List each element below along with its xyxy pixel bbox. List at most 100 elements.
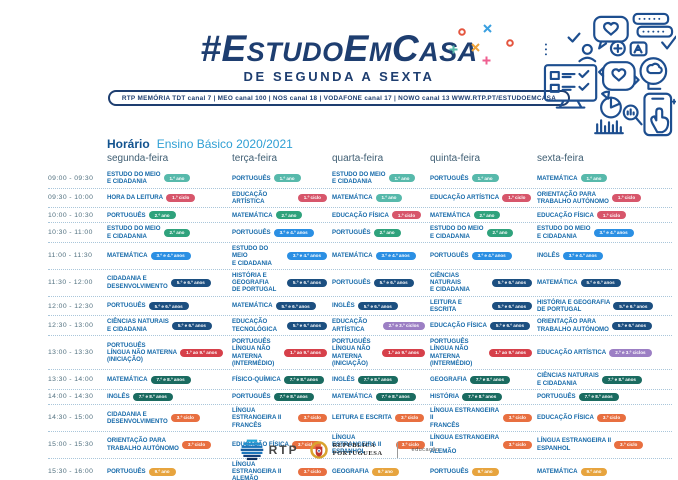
dotted-bars-icon [632,12,674,38]
grade-level-badge: 5.º e 6.º anos [580,278,621,287]
schedule-body: 09:00 - 09:30 ESTUDO DO MEIO E CIDADANIA 1… [48,169,672,480]
schedule-row: 10:30 - 11:00 ESTUDO DO MEIO E CIDADANIA 2… [48,223,672,243]
grade-level-badge: 2.º ano [486,228,514,237]
grade-level-badge: 7.º e 8.º anos [462,392,503,401]
subject-name: MATEMÁTICA [332,393,373,401]
grade-level-badge: 2.º ano [373,228,401,237]
schedule-table: segunda-feira terça-feira quarta-feira quin… [48,153,672,480]
grade-level-badge: 3.º ciclo [291,440,322,449]
grade-level-badge: 2.º e 3.º ciclos [609,348,652,357]
schedule-row: 11:00 - 11:30 MATEMÁTICA 3.º e 4.º anos EST… [48,243,672,270]
subject-cell: MATEMÁTICA 5.º e 6.º anos [537,278,672,287]
subject-name: PORTUGUÊS [107,302,146,310]
grade-level-badge: 2.º ano [148,211,176,220]
time-slot: 10:30 - 11:00 [48,229,93,237]
grade-level-badge: 3.º ciclo [181,440,212,449]
grade-level-badge: 1.º ciclo [596,211,627,220]
subject-name: ESTUDO DO MEIO E CIDADANIA [537,225,591,240]
double-check-icon [661,35,676,50]
grade-level-badge: 3.º ciclo [297,413,327,422]
subject-cell: EDUCAÇÃO FÍSICA 1.º ciclo [332,211,430,220]
schedule-row: 09:30 - 10:00 HORA DA LEITURA 1.º ciclo EDU… [48,189,672,209]
subject-name: PORTUGUÊS [430,252,469,260]
subject-cell: FÍSICO-QUÍMICA 7.º e 8.º anos [232,375,332,384]
grade-level-badge: 2.º ano [275,211,303,220]
day-header: segunda-feira [107,153,169,164]
subject-name: MATEMÁTICA [430,211,471,219]
magnifier-icon [622,104,643,126]
grade-level-badge: 5.º e 6.º anos [489,321,531,330]
subject-name: HISTÓRIA E GEOGRAFIA DE PORTUGAL [232,271,277,294]
logo-segment: ASA [419,37,478,67]
subject-cell: PORTUGUÊS 3.º e 4.º anos [232,228,332,237]
grade-level-badge: 7.º e 8.º anos [375,392,416,401]
subject-name: EDUCAÇÃO FÍSICA [537,414,594,422]
grade-level-badge: 5.º e 6.º anos [275,302,316,311]
grade-level-badge: 5.º e 6.º anos [491,302,532,311]
subject-name: LEITURA E ESCRITA [430,298,462,314]
subject-cell: PORTUGUÊS 3.º e 4.º anos [430,251,537,260]
time-slot: 11:00 - 11:30 [48,252,93,260]
subject-name: MATEMÁTICA [107,375,148,383]
subject-cell: CIÊNCIAS NATURAIS E CIDADANIA 5.º e 6.º a… [107,318,232,333]
grade-level-badge: 1.º ao 9.º anos [284,348,327,357]
subject-cell: MATEMÁTICA 2.º ano [232,211,332,220]
subject-cell: EDUCAÇÃO ARTÍSTICA 2.º e 3.º ciclos [332,318,430,333]
schedule-row: 13:00 - 13:30 PORTUGUÊS LÍNGUA NÃO MATERN… [48,336,672,371]
subject-cell: EDUCAÇÃO FÍSICA 3.º ciclo [537,413,672,422]
letter-bubble-icon [629,41,648,57]
subject-name: PORTUGUÊS [232,174,271,182]
subject-name: LÍNGUA ESTRANGEIRA II FRANCÊS [430,406,499,429]
grade-level-badge: 7.º e 8.º anos [150,375,191,384]
grade-level-badge: 9.º ano [471,467,499,476]
subject-name: PORTUGUÊS LÍNGUA NÃO MATERNA (INICIAÇÃO) [332,338,371,367]
grade-level-badge: 3.º e 4.º anos [471,251,512,260]
subject-cell: PORTUGUÊS LÍNGUA NÃO MATERNA (INTERMÉDIO… [430,338,537,367]
subject-cell: ESTUDO DO MEIO E CIDADANIA 1.º ano [332,171,430,186]
grade-level-badge: 9.º ano [148,467,176,476]
subject-name: HISTÓRIA E GEOGRAFIA DE PORTUGAL [537,298,611,314]
day-header-row: segunda-feira terça-feira quarta-feira quin… [48,153,672,169]
confetti-x-icon [471,43,480,52]
grade-level-badge: 3.º e 4.º anos [150,251,191,260]
grade-level-badge: 3.º ciclo [395,440,425,449]
subject-name: CIÊNCIAS NATURAIS E CIDADANIA [430,271,470,294]
subject-cell: INGLÊS 7.º e 8.º anos [332,375,430,384]
subject-name: GEOGRAFIA [332,468,369,476]
header: #ESTUDOEMCASA DE SEGUNDA A SEXTA RTP MEM… [0,30,678,106]
subject-cell: EDUCAÇÃO ARTÍSTICA 2.º e 3.º ciclos [537,348,672,357]
subject-cell: PORTUGUÊS LÍNGUA NÃO MATERNA (INICIAÇÃO)… [332,338,430,367]
subject-name: HORA DA LEITURA [107,194,164,202]
grade-level-badge: 5.º e 6.º anos [373,278,414,287]
time-slot: 12:00 - 12:30 [48,302,94,310]
republica-portuguesa-logo: REPÚBLICA PORTUGUESA [309,440,383,460]
day-header: quarta-feira [332,153,384,164]
subject-cell: ORIENTAÇÃO PARA TRABALHO AUTÓNOMO 5.º e 6… [537,318,672,333]
grade-level-badge: 7.º e 8.º anos [273,392,314,401]
schedule-row: 11:30 - 12:00 CIDADANIA E DESENVOLVIMENTO… [48,270,672,297]
subject-name: ESTUDO DO MEIO E CIDADANIA [107,225,161,240]
time-slot: 09:00 - 09:30 [48,174,94,182]
grade-level-badge: 5.º e 6.º anos [491,278,532,287]
subject-name: LÍNGUA ESTRANGEIRA II ALEMÃO [430,433,499,456]
subject-cell: ESTUDO DO MEIO E CIDADANIA 2.º ano [107,225,232,240]
subject-cell: HISTÓRIA E GEOGRAFIA DE PORTUGAL 5.º e 6.… [537,299,672,314]
subject-cell: CIDADANIA E DESENVOLVIMENTO 5.º e 6.º ano… [107,275,232,290]
schedule-row: 14:00 - 14:30 INGLÊS 7.º e 8.º anos PORTUGU… [48,390,672,405]
subject-cell: PORTUGUÊS 7.º e 8.º anos [537,392,672,401]
confetti-plus-icon [482,56,491,65]
schedule-row: 15:30 - 16:00 PORTUGUÊS 9.º ano LÍNGUA ESTR… [48,459,672,480]
confetti-ring-icon [506,39,514,47]
grade-level-badge: 5.º e 6.º anos [613,302,654,311]
subject-name: MATEMÁTICA [232,302,273,310]
grade-level-badge: 1.º ciclo [502,193,532,202]
subject-name: ORIENTAÇÃO PARA TRABALHO AUTÓNOMO [537,318,609,333]
grade-level-badge: 1.º ao 9.º anos [180,348,224,357]
subject-cell: PORTUGUÊS 2.º ano [107,211,232,220]
subject-name: PORTUGUÊS [107,468,146,476]
subject-cell: EDUCAÇÃO TECNOLÓGICA 5.º e 6.º anos [232,318,332,333]
grade-level-badge: 3.º e 4.º anos [286,251,327,260]
subject-name: PORTUGUÊS [537,393,576,401]
brain-head-icon [639,57,668,90]
